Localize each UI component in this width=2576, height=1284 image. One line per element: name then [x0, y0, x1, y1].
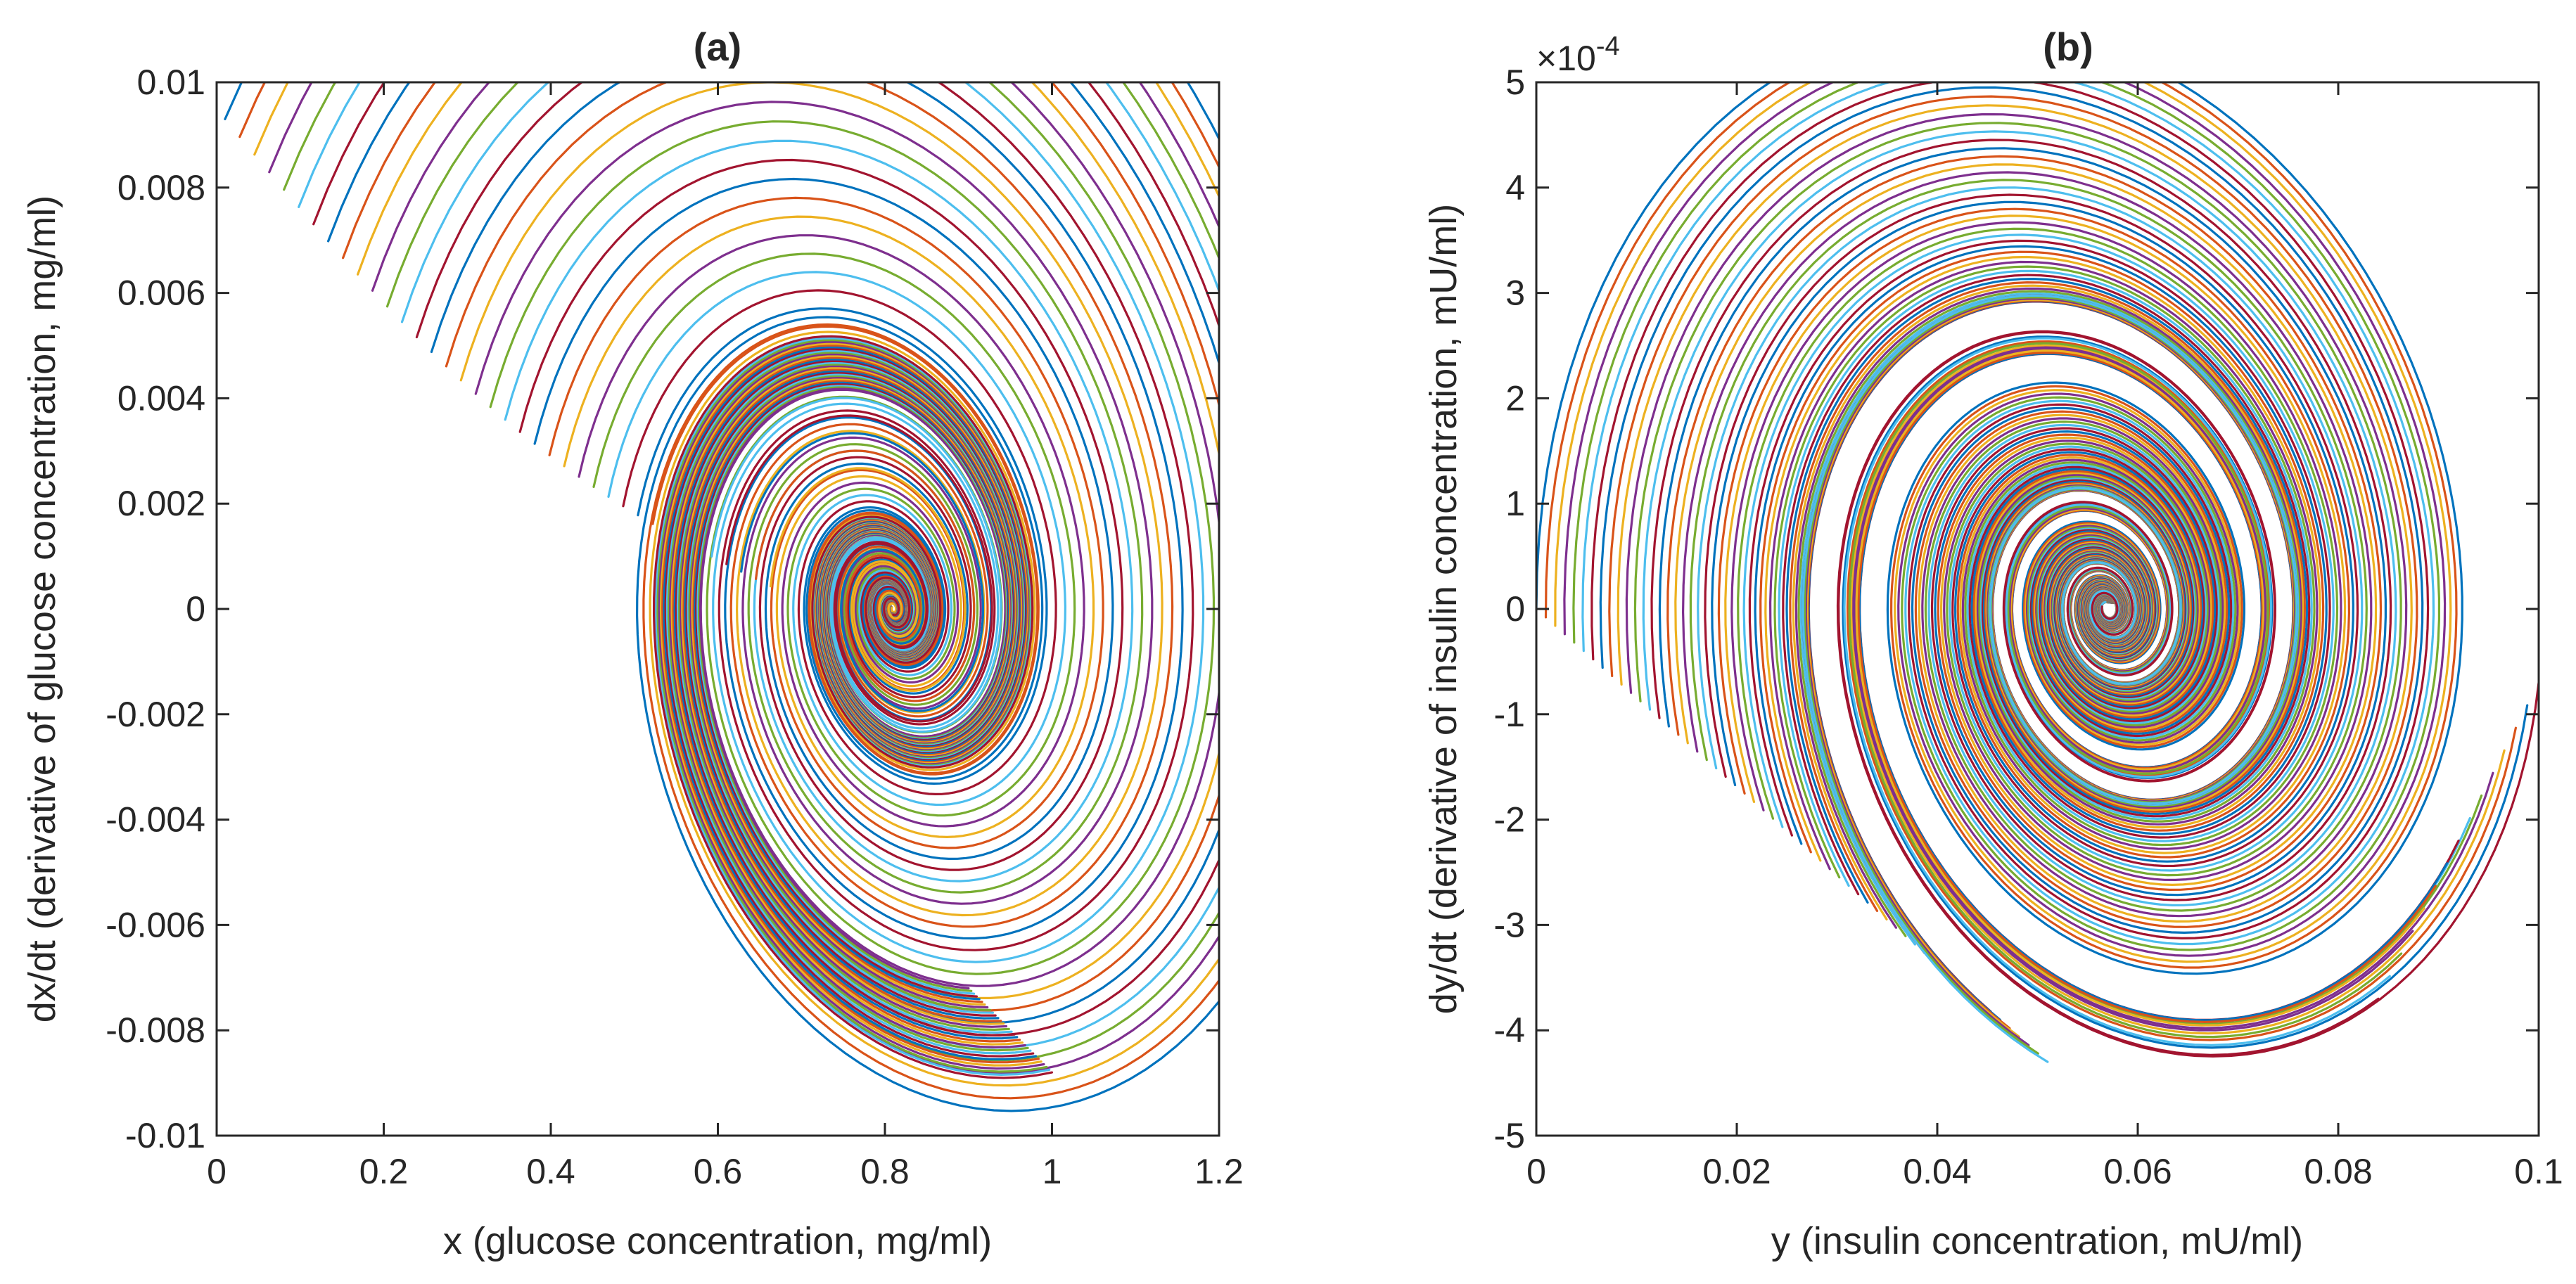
y-tick-label: -0.008 [106, 1010, 205, 1050]
trajectories-a [224, 82, 1219, 1112]
ticks-a: 0 0.2 0.4 0.6 0.8 1 1.2 -0.01 -0.008 -0.006 -0.004… [106, 63, 1244, 1191]
y-exponent: -4 [1596, 32, 1620, 61]
y-tick-label: 0.002 [117, 484, 205, 523]
trajectory-line [1802, 294, 2298, 1063]
y-tick-label: 3 [1505, 274, 1525, 313]
y-tick-label: 2 [1505, 378, 1525, 418]
y-tick-label: -0.006 [106, 905, 205, 944]
trajectory-line [770, 467, 967, 692]
y-tick-label: -1 [1494, 695, 1525, 734]
panel-a: 0 0.2 0.4 0.6 0.8 1 1.2 -0.01 -0.008 -0.006 -0.004… [21, 25, 1244, 1262]
y-multiplier: ×10 [1536, 39, 1596, 78]
x-tick-label: 0.6 [694, 1152, 743, 1191]
ylabel-a: dx/dt (derivative of glucose concentrati… [21, 195, 63, 1023]
x-tick-label: 0.2 [359, 1152, 409, 1191]
y-tick-label: 4 [1505, 168, 1525, 207]
x-tick-label: 0 [207, 1152, 227, 1191]
y-tick-label: 0.01 [137, 63, 205, 102]
y-tick-label: 0.004 [117, 378, 205, 418]
y-tick-label: -3 [1494, 905, 1525, 944]
trajectories-b [1536, 82, 2539, 1063]
y-tick-label: 0.006 [117, 274, 205, 313]
ylabel-b: dy/dt (derivative of insulin concentrati… [1422, 204, 1465, 1014]
y-tick-label: 0.008 [117, 168, 205, 207]
trajectory-line [653, 335, 1054, 1079]
y-tick-label: 1 [1505, 484, 1525, 523]
ticks-b: 0 0.02 0.04 0.06 0.08 0.1 -5 -4 -3 -2 -1 0 1 2 3 4 5 [1494, 63, 2563, 1191]
y-tick-label: -0.01 [125, 1116, 205, 1155]
y-tick-label: -2 [1494, 800, 1525, 840]
y-tick-label: -0.002 [106, 695, 205, 734]
trajectory-line [1837, 330, 2380, 1056]
y-tick-label: -5 [1494, 1116, 1525, 1155]
y-tick-label: -0.004 [106, 800, 205, 840]
x-tick-label: 0.4 [526, 1152, 575, 1191]
x-tick-label: 0.06 [2103, 1152, 2172, 1191]
panel-b: 0 0.02 0.04 0.06 0.08 0.1 -5 -4 -3 -2 -1 0 1 2 3 4 5 (b)… [1422, 25, 2563, 1262]
trajectory-line [489, 120, 1144, 894]
x-tick-label: 0.08 [2304, 1152, 2372, 1191]
y-tick-label: 0 [186, 589, 205, 629]
x-tick-label: 1.2 [1194, 1152, 1244, 1191]
x-tick-label: 0.04 [1903, 1152, 1971, 1191]
y-tick-label: 0 [1505, 589, 1525, 629]
x-tick-label: 1 [1042, 1152, 1062, 1191]
xlabel-a: x (glucose concentration, mg/ml) [443, 1220, 992, 1262]
x-tick-label: 0.1 [2514, 1152, 2563, 1191]
y-exponent-label: ×10-4 [1536, 32, 1620, 78]
title-b: (b) [2043, 25, 2093, 69]
y-tick-label: -4 [1494, 1010, 1525, 1050]
trajectory-line [1554, 82, 2452, 963]
x-tick-label: 0.02 [1702, 1152, 1771, 1191]
title-a: (a) [694, 25, 741, 69]
y-tick-label: 5 [1505, 63, 1525, 102]
x-tick-label: 0.8 [860, 1152, 910, 1191]
xlabel-b: y (insulin concentration, mU/ml) [1771, 1220, 2303, 1262]
x-tick-label: 0 [1526, 1152, 1546, 1191]
trajectory-line [342, 82, 1219, 1012]
